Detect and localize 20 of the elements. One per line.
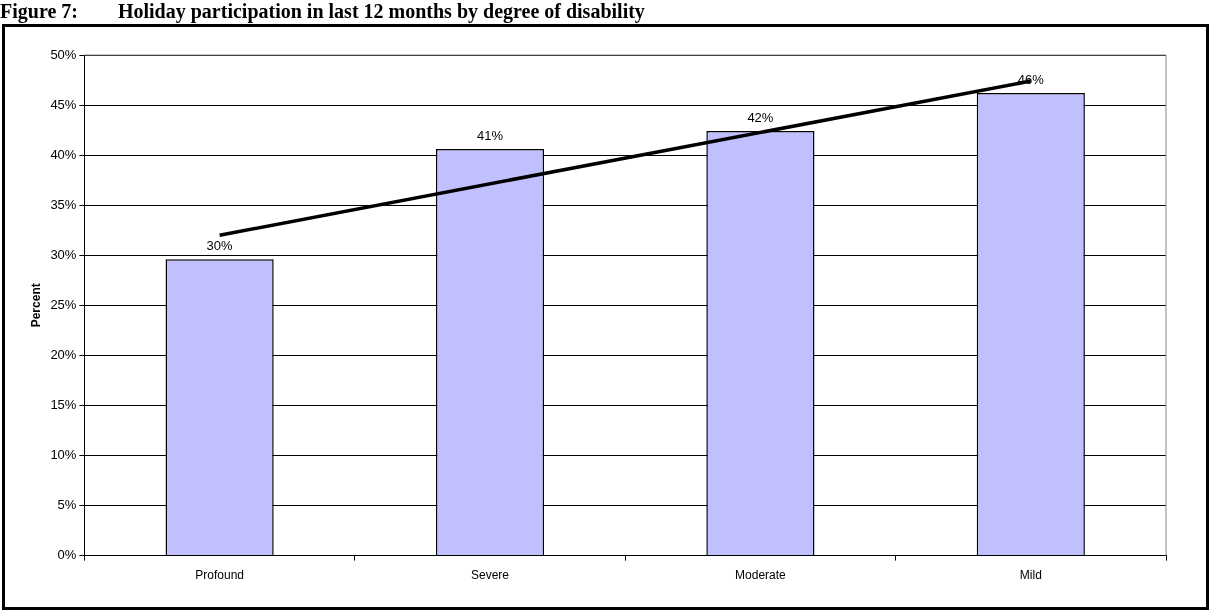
y-tick-label: 15% bbox=[50, 397, 77, 412]
data-label: 42% bbox=[747, 110, 774, 126]
y-tick-label: 5% bbox=[57, 497, 77, 513]
y-tick-label: 40% bbox=[50, 146, 77, 162]
x-tick-label: Mild bbox=[1019, 568, 1042, 583]
x-tick-label: Moderate bbox=[735, 568, 787, 583]
y-tick-label: 30% bbox=[50, 246, 77, 262]
chart-title: Figure 7: Holiday participation in last 12 months by degree of disability bbox=[0, 0, 645, 22]
data-label: 41% bbox=[477, 128, 504, 144]
x-tick-label: Profound bbox=[195, 568, 244, 583]
y-tick-label: 20% bbox=[50, 346, 77, 362]
y-tick-label: 25% bbox=[50, 296, 77, 312]
y-tick-label: 0% bbox=[57, 547, 77, 563]
y-axis-title: Percent bbox=[28, 283, 43, 328]
y-tick-label: 35% bbox=[50, 196, 77, 212]
data-label: 30% bbox=[206, 238, 234, 254]
y-tick-label: 10% bbox=[50, 447, 77, 463]
y-tick-label: 50% bbox=[50, 46, 77, 62]
y-tick-label: 45% bbox=[50, 96, 77, 112]
x-tick-label: Severe bbox=[471, 568, 510, 583]
